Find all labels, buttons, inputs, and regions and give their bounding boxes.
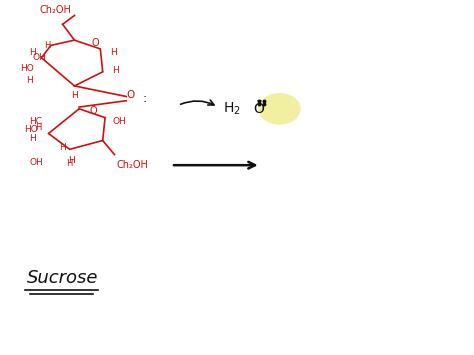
Text: H: H: [45, 41, 51, 50]
Text: Ch₂OH: Ch₂OH: [117, 160, 149, 170]
Text: H: H: [112, 66, 119, 75]
Text: H: H: [29, 134, 36, 143]
Text: OH: OH: [112, 117, 126, 126]
Text: O: O: [90, 105, 97, 116]
Text: :: :: [142, 92, 146, 105]
Text: H: H: [26, 76, 33, 85]
Text: OH: OH: [30, 158, 44, 167]
Text: Ch₂OH: Ch₂OH: [40, 5, 72, 15]
Text: H: H: [110, 48, 117, 57]
Text: OH: OH: [32, 53, 46, 62]
Text: H: H: [35, 122, 41, 132]
Text: HC: HC: [29, 117, 42, 126]
Text: Sucrose: Sucrose: [27, 269, 99, 287]
Text: H: H: [68, 156, 74, 165]
Text: O: O: [92, 38, 100, 48]
Text: $\mathregular{H_2}$: $\mathregular{H_2}$: [223, 100, 241, 117]
Text: H: H: [28, 48, 36, 57]
Circle shape: [258, 93, 301, 125]
Text: HO: HO: [20, 64, 34, 73]
Text: H: H: [71, 91, 78, 100]
Text: H: H: [59, 143, 66, 152]
Text: O: O: [126, 91, 134, 100]
Text: HO: HO: [24, 125, 38, 135]
Text: H: H: [66, 159, 73, 168]
Text: Ö: Ö: [254, 102, 264, 116]
